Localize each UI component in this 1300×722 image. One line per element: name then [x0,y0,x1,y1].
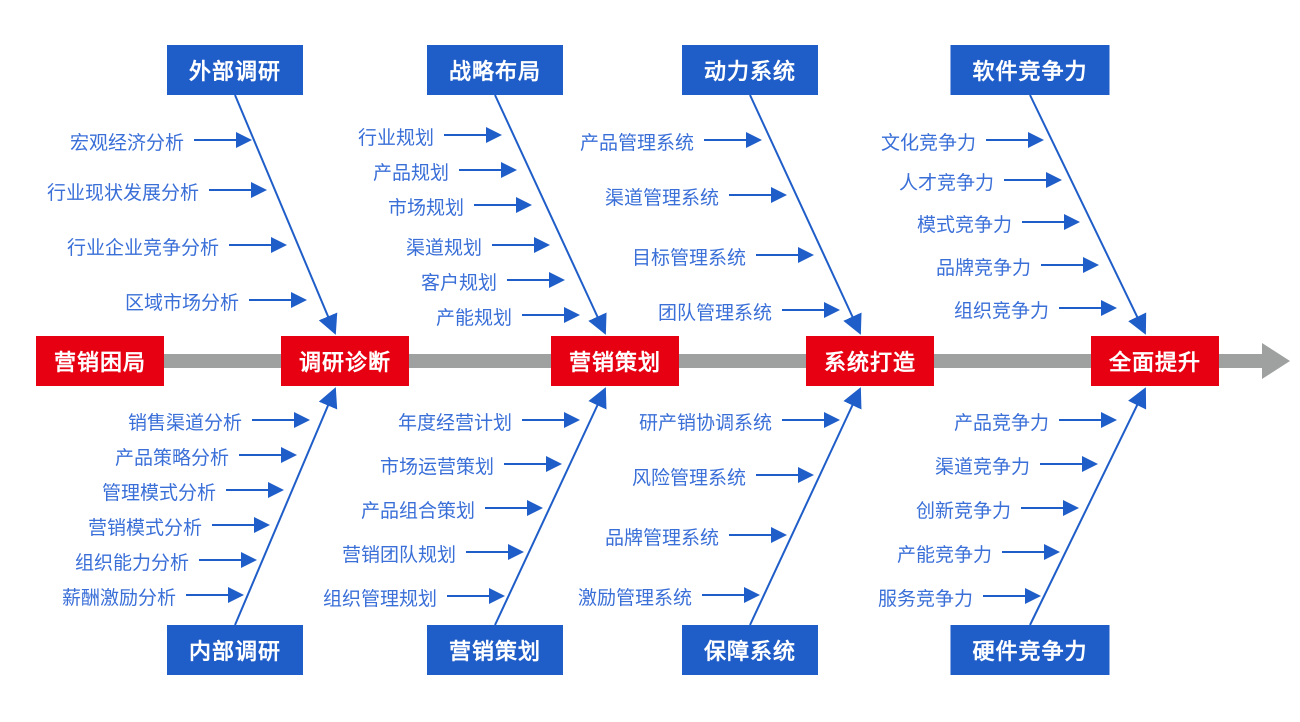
bone-cb1 [235,389,335,625]
category-box-cb4: 硬件竞争力 [950,625,1109,675]
item-label-ct2-2: 市场规划 [388,193,464,220]
item-label-cb4-4: 服务竞争力 [878,584,973,611]
category-box-cb3: 保障系统 [682,625,818,675]
item-label-ct4-1: 人才竞争力 [899,168,994,195]
item-label-cb2-0: 年度经营计划 [398,408,512,435]
item-label-cb2-3: 营销团队规划 [342,540,456,567]
item-label-cb1-2: 管理模式分析 [102,478,216,505]
item-label-ct2-3: 渠道规划 [406,233,482,260]
spine-node-n4: 全面提升 [1091,336,1219,386]
category-box-ct2: 战略布局 [427,45,563,95]
spine-arrow [1262,343,1290,379]
spine-node-n0: 营销困局 [36,336,164,386]
fishbone-diagram: { "layout": { "width": 1300, "height": 7… [0,0,1300,722]
item-label-cb3-1: 风险管理系统 [632,463,746,490]
item-label-cb1-0: 销售渠道分析 [128,408,242,435]
item-label-ct1-1: 行业现状发展分析 [47,178,199,205]
item-label-cb4-1: 渠道竞争力 [935,452,1030,479]
item-label-ct3-1: 渠道管理系统 [605,183,719,210]
item-label-ct4-2: 模式竞争力 [917,210,1012,237]
spine-node-n1: 调研诊断 [281,336,409,386]
item-label-cb2-1: 市场运营策划 [380,452,494,479]
item-label-cb3-3: 激励管理系统 [578,583,692,610]
item-label-cb4-3: 产能竞争力 [897,540,992,567]
item-label-ct3-3: 团队管理系统 [658,298,772,325]
item-label-ct4-4: 组织竞争力 [954,296,1049,323]
item-label-ct2-1: 产品规划 [373,158,449,185]
item-label-ct2-5: 产能规划 [436,303,512,330]
bone-ct1 [235,95,335,333]
spine-node-n2: 营销策划 [551,336,679,386]
item-label-cb1-1: 产品策略分析 [115,443,229,470]
item-label-cb3-0: 研产销协调系统 [639,408,772,435]
item-label-cb4-0: 产品竞争力 [954,408,1049,435]
category-box-cb1: 内部调研 [167,625,303,675]
item-label-cb1-3: 营销模式分析 [88,513,202,540]
item-label-ct3-0: 产品管理系统 [580,128,694,155]
item-label-ct1-0: 宏观经济分析 [70,128,184,155]
item-label-ct2-4: 客户规划 [421,268,497,295]
item-label-cb2-4: 组织管理规划 [323,584,437,611]
item-label-cb2-2: 产品组合策划 [361,496,475,523]
item-label-ct1-3: 区域市场分析 [125,288,239,315]
item-label-ct4-3: 品牌竞争力 [936,253,1031,280]
item-label-ct4-0: 文化竞争力 [881,128,976,155]
item-label-ct1-2: 行业企业竞争分析 [67,233,219,260]
item-label-cb3-2: 品牌管理系统 [605,523,719,550]
item-label-ct2-0: 行业规划 [358,123,434,150]
spine-node-n3: 系统打造 [806,336,934,386]
category-box-cb2: 营销策划 [427,625,563,675]
category-box-ct4: 软件竞争力 [950,45,1109,95]
category-box-ct3: 动力系统 [682,45,818,95]
item-label-ct3-2: 目标管理系统 [632,243,746,270]
item-label-cb4-2: 创新竞争力 [916,496,1011,523]
item-label-cb1-5: 薪酬激励分析 [62,583,176,610]
item-label-cb1-4: 组织能力分析 [75,548,189,575]
category-box-ct1: 外部调研 [167,45,303,95]
